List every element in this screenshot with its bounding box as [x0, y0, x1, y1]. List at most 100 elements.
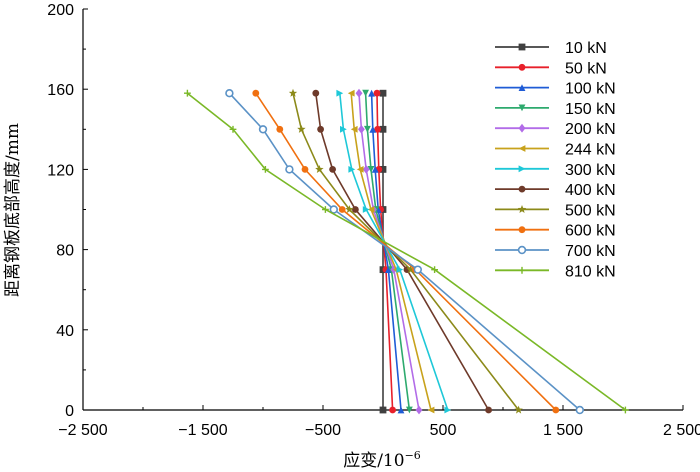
series-line-244-kn	[350, 93, 432, 411]
series-500-kn	[288, 88, 523, 414]
legend-item-200-kn: 200 kN	[495, 121, 616, 138]
data-point-400-kn	[317, 125, 324, 133]
data-point-10-kn	[379, 89, 387, 97]
data-point-500-kn	[514, 405, 523, 414]
legend-item-10-kn: 10 kN	[495, 40, 607, 57]
data-point-200-kn	[358, 124, 365, 134]
x-tick-label: 500	[430, 422, 457, 439]
legend-label: 100 kN	[565, 81, 616, 98]
data-point-400-kn	[329, 166, 336, 173]
series-line-700-kn	[228, 92, 581, 411]
series-600-kn	[252, 89, 560, 414]
data-point-244-kn	[356, 166, 364, 173]
y-tick-label: 200	[47, 2, 74, 19]
data-point-200-kn	[362, 165, 370, 174]
data-series	[184, 88, 629, 415]
data-point-500-kn	[406, 265, 415, 274]
data-point-600-kn	[301, 166, 309, 173]
data-point-244-kn	[367, 206, 375, 213]
data-point-700-kn	[575, 405, 584, 415]
legend-marker	[518, 63, 526, 71]
legend-label: 810 kN	[565, 263, 616, 280]
data-point-300-kn	[396, 266, 404, 274]
legend-marker	[518, 84, 526, 91]
legend-marker	[518, 226, 526, 234]
data-point-244-kn	[427, 406, 435, 414]
data-point-300-kn	[362, 206, 370, 213]
x-tick-label: 1 500	[543, 422, 583, 439]
data-point-400-kn	[485, 406, 492, 414]
legend-item-400-kn: 400 kN	[495, 182, 616, 199]
y-tick-label: 160	[47, 82, 74, 99]
data-point-50-kn	[389, 406, 396, 414]
legend-marker	[517, 245, 527, 255]
series-810-kn	[184, 89, 629, 414]
series-line-200-kn	[358, 93, 420, 411]
y-tick-label: 80	[56, 243, 74, 260]
data-point-50-kn	[373, 89, 381, 97]
data-point-300-kn	[348, 166, 356, 173]
legend-label: 500 kN	[565, 202, 616, 219]
data-point-500-kn	[297, 124, 306, 133]
legend-marker	[518, 145, 526, 152]
data-point-600-kn	[552, 406, 560, 414]
y-tick-label: 120	[47, 162, 74, 179]
data-point-400-kn	[312, 89, 320, 97]
legend-marker	[518, 104, 526, 112]
y-tick-label: 0	[65, 403, 74, 420]
data-point-50-kn	[374, 125, 381, 133]
legend-item-100-kn: 100 kN	[495, 81, 616, 98]
data-point-400-kn	[352, 206, 359, 213]
x-tick-label: 2 500	[663, 422, 700, 439]
data-point-100-kn	[368, 89, 375, 97]
x-axis-title-text: 应变/10	[343, 451, 404, 471]
x-tick-label: −2 500	[58, 422, 107, 439]
legend-item-600-kn: 600 kN	[495, 223, 616, 240]
data-point-600-kn	[252, 89, 260, 97]
data-point-300-kn	[340, 125, 347, 133]
data-point-244-kn	[347, 89, 355, 97]
series-line-100-kn	[370, 93, 402, 411]
legend-label: 244 kN	[565, 142, 616, 159]
data-point-700-kn	[413, 265, 422, 274]
data-point-810-kn	[184, 89, 191, 97]
series-line-150-kn	[364, 93, 411, 411]
data-point-200-kn	[415, 405, 423, 415]
legend-marker	[517, 205, 527, 213]
data-point-244-kn	[350, 125, 358, 133]
data-point-150-kn	[367, 166, 375, 173]
data-point-810-kn	[431, 266, 438, 274]
legend-marker	[518, 123, 526, 133]
x-axis-title-exponent: −6	[405, 449, 421, 462]
series-line-300-kn	[339, 93, 449, 411]
data-point-500-kn	[345, 205, 354, 214]
legend-label: 400 kN	[565, 182, 616, 199]
series-244-kn	[347, 89, 435, 414]
legend-label: 300 kN	[565, 162, 616, 179]
legend-item-50-kn: 50 kN	[495, 60, 607, 77]
data-point-200-kn	[355, 88, 363, 98]
legend-marker	[518, 165, 526, 173]
data-point-300-kn	[336, 89, 344, 97]
series-700-kn	[225, 89, 584, 415]
legend-item-300-kn: 300 kN	[495, 162, 616, 179]
y-axis-title: 距离钢板底部高度/mm	[3, 123, 23, 297]
legend-label: 700 kN	[565, 243, 616, 260]
legend-label: 600 kN	[565, 223, 616, 240]
legend-marker	[518, 43, 526, 51]
data-point-600-kn	[338, 206, 346, 213]
y-tick-label: 40	[56, 323, 74, 340]
x-axis-title: 应变/10−6	[343, 449, 421, 471]
data-point-100-kn	[397, 406, 405, 414]
series-line-50-kn	[376, 93, 394, 411]
legend-label: 50 kN	[565, 60, 607, 77]
legend-label: 200 kN	[565, 121, 616, 138]
legend-item-150-kn: 150 kN	[495, 101, 616, 118]
legend-label: 150 kN	[565, 101, 616, 118]
data-point-700-kn	[258, 125, 268, 134]
series-150-kn	[362, 89, 413, 414]
data-point-700-kn	[285, 165, 294, 174]
data-point-500-kn	[315, 165, 324, 173]
series-line-500-kn	[292, 93, 520, 411]
